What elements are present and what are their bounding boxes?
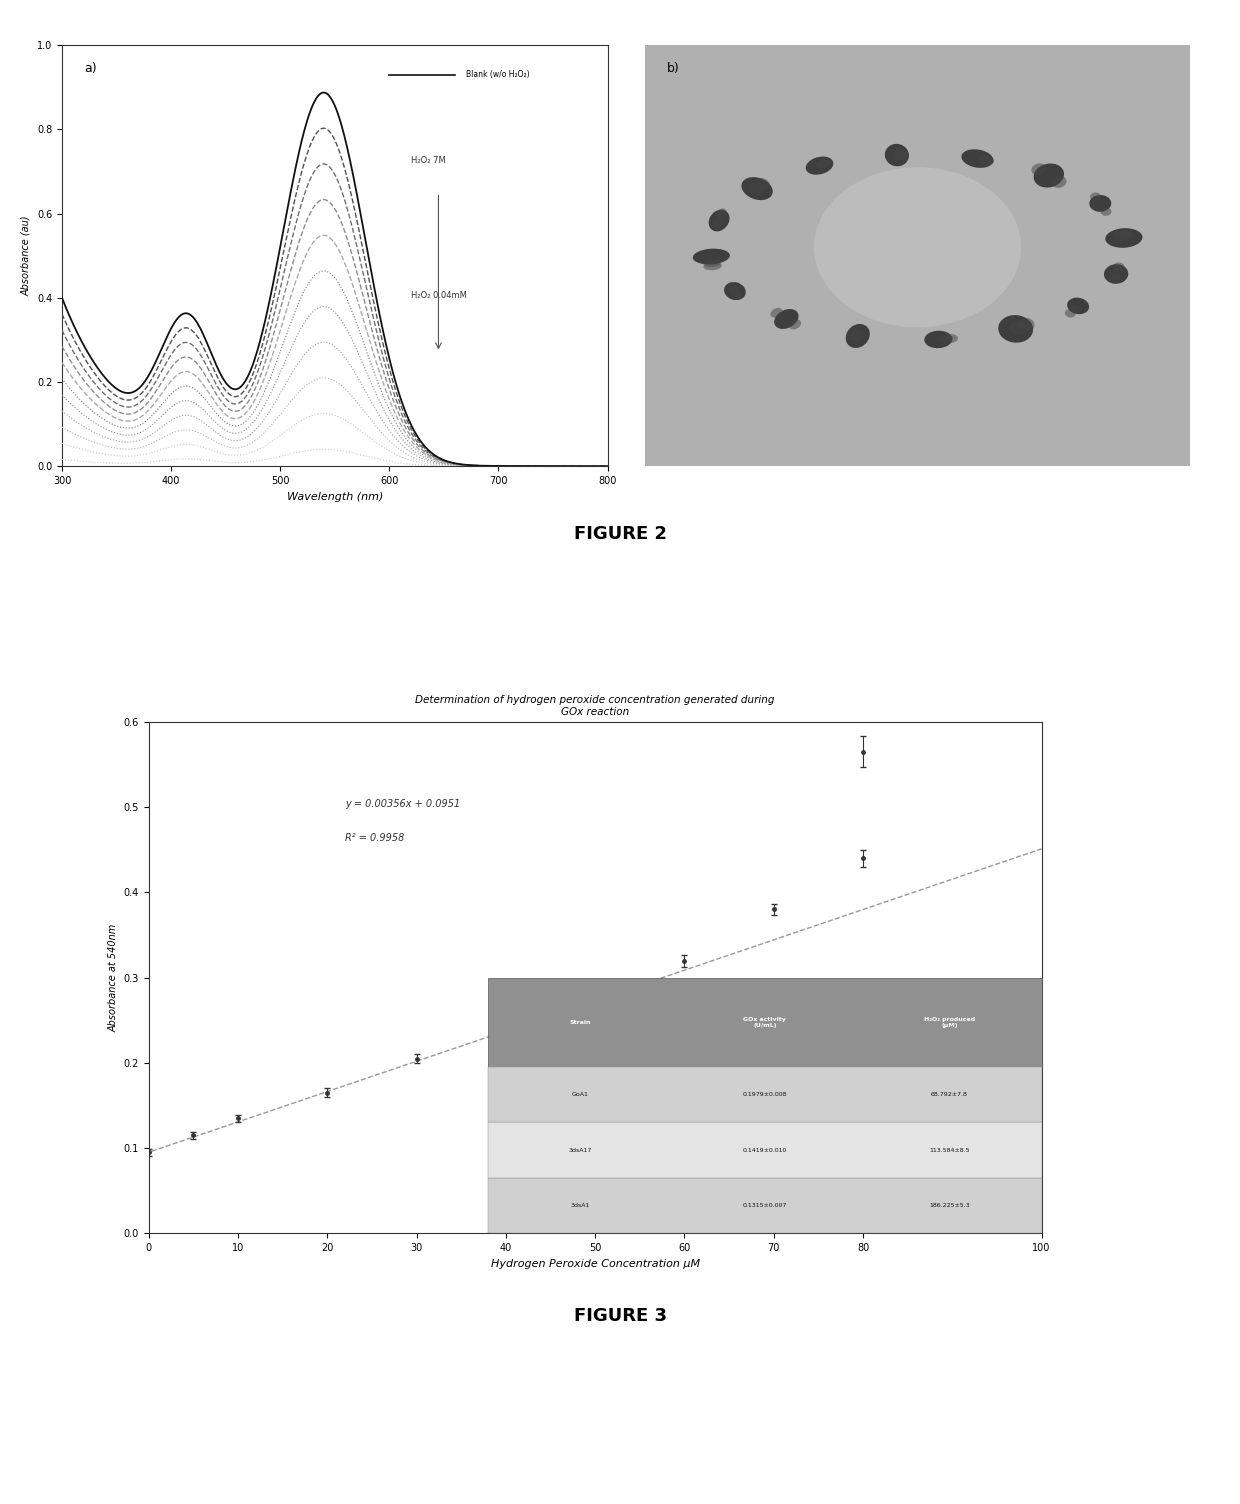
Ellipse shape <box>770 308 782 317</box>
Bar <box>489 978 1042 1068</box>
Ellipse shape <box>732 290 743 299</box>
Ellipse shape <box>852 329 864 341</box>
Ellipse shape <box>693 248 730 265</box>
Ellipse shape <box>998 314 1033 343</box>
Y-axis label: Absorbance at 540nm: Absorbance at 540nm <box>108 923 118 1032</box>
X-axis label: Hydrogen Peroxide Concentration μM: Hydrogen Peroxide Concentration μM <box>491 1259 699 1268</box>
Ellipse shape <box>742 177 773 200</box>
Ellipse shape <box>703 259 722 266</box>
Ellipse shape <box>717 209 727 220</box>
Ellipse shape <box>1070 305 1080 313</box>
Text: FIGURE 3: FIGURE 3 <box>573 1307 667 1325</box>
Text: GOx activity
(U/mL): GOx activity (U/mL) <box>744 1017 786 1027</box>
Ellipse shape <box>1089 196 1111 212</box>
Ellipse shape <box>893 149 905 161</box>
X-axis label: Wavelength (nm): Wavelength (nm) <box>286 492 383 501</box>
Ellipse shape <box>817 159 832 168</box>
Ellipse shape <box>1114 229 1132 238</box>
Ellipse shape <box>1068 298 1089 314</box>
Ellipse shape <box>1090 193 1101 202</box>
Ellipse shape <box>1105 229 1142 248</box>
Ellipse shape <box>897 149 909 161</box>
Bar <box>489 1068 1042 1122</box>
Ellipse shape <box>1109 272 1121 281</box>
Ellipse shape <box>977 156 993 165</box>
Ellipse shape <box>816 159 830 168</box>
Ellipse shape <box>1034 164 1064 188</box>
Ellipse shape <box>1017 317 1034 331</box>
Ellipse shape <box>1104 265 1128 284</box>
Ellipse shape <box>961 149 993 168</box>
Ellipse shape <box>1032 164 1047 176</box>
Ellipse shape <box>1112 263 1125 272</box>
Ellipse shape <box>749 183 765 194</box>
Text: R² = 0.9958: R² = 0.9958 <box>345 833 404 844</box>
Text: 186.225±5.3: 186.225±5.3 <box>929 1203 970 1208</box>
Text: a): a) <box>84 62 97 75</box>
Ellipse shape <box>1115 232 1133 241</box>
Ellipse shape <box>754 177 770 190</box>
Ellipse shape <box>847 329 859 341</box>
Bar <box>489 1178 1042 1233</box>
Ellipse shape <box>944 334 959 343</box>
Text: H₂O₂ 7M: H₂O₂ 7M <box>412 156 446 165</box>
Ellipse shape <box>806 156 833 174</box>
Bar <box>489 1122 1042 1178</box>
Text: GoA1: GoA1 <box>572 1092 589 1098</box>
Ellipse shape <box>1065 310 1076 317</box>
Text: 68.792±7.8: 68.792±7.8 <box>931 1092 967 1098</box>
Text: 3dsA17: 3dsA17 <box>569 1148 591 1152</box>
Text: H₂O₂ produced
(μM): H₂O₂ produced (μM) <box>924 1017 975 1027</box>
Text: 113.584±8.5: 113.584±8.5 <box>929 1148 970 1152</box>
Ellipse shape <box>1100 208 1111 217</box>
Ellipse shape <box>789 319 801 329</box>
Text: FIGURE 2: FIGURE 2 <box>573 525 667 543</box>
Ellipse shape <box>713 217 723 229</box>
Title: Determination of hydrogen peroxide concentration generated during
GOx reaction: Determination of hydrogen peroxide conce… <box>415 695 775 717</box>
Ellipse shape <box>885 144 909 167</box>
Text: 3dsA1: 3dsA1 <box>570 1203 590 1208</box>
Ellipse shape <box>846 323 869 347</box>
Ellipse shape <box>729 286 739 295</box>
Text: 0.1419±0.010: 0.1419±0.010 <box>743 1148 787 1152</box>
Ellipse shape <box>724 283 745 301</box>
Text: 0.1979±0.008: 0.1979±0.008 <box>743 1092 787 1098</box>
Ellipse shape <box>709 209 729 232</box>
Text: 0.1315±0.007: 0.1315±0.007 <box>743 1203 787 1208</box>
Ellipse shape <box>703 262 722 271</box>
Ellipse shape <box>924 331 952 349</box>
Ellipse shape <box>1052 176 1066 188</box>
Text: b): b) <box>667 62 680 75</box>
Ellipse shape <box>1009 320 1027 335</box>
Text: H₂O₂ 0.04mM: H₂O₂ 0.04mM <box>412 290 467 299</box>
Circle shape <box>813 167 1022 328</box>
Text: Blank (w/o H₂O₂): Blank (w/o H₂O₂) <box>466 71 529 80</box>
Text: y = 0.00356x + 0.0951: y = 0.00356x + 0.0951 <box>345 799 460 809</box>
Y-axis label: Absorbance (au): Absorbance (au) <box>21 215 31 296</box>
Text: Strain: Strain <box>569 1020 591 1024</box>
Ellipse shape <box>977 156 993 165</box>
Ellipse shape <box>939 334 952 343</box>
Ellipse shape <box>774 308 799 329</box>
